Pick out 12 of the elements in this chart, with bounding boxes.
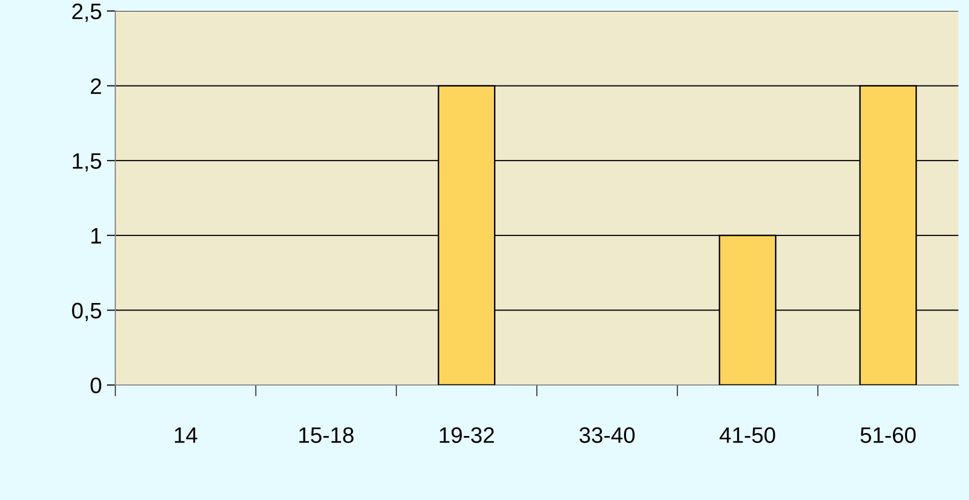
y-tick-label: 2 (90, 78, 101, 94)
x-tick-label: 33-40 (580, 427, 635, 443)
x-tick-label: 51-60 (860, 427, 916, 443)
y-tick-label: 1 (91, 228, 102, 244)
x-tick-label: 15-18 (299, 427, 354, 443)
x-tick-label: 19-32 (440, 427, 494, 443)
x-tick-label: 14 (174, 427, 198, 443)
y-tick-label: 0 (90, 378, 102, 394)
y-tick-label: 0,5 (72, 302, 102, 322)
y-tick-label: 1,5 (72, 153, 102, 172)
x-tick-label: 41-50 (720, 427, 776, 443)
y-tick-label: 2,5 (72, 4, 102, 22)
